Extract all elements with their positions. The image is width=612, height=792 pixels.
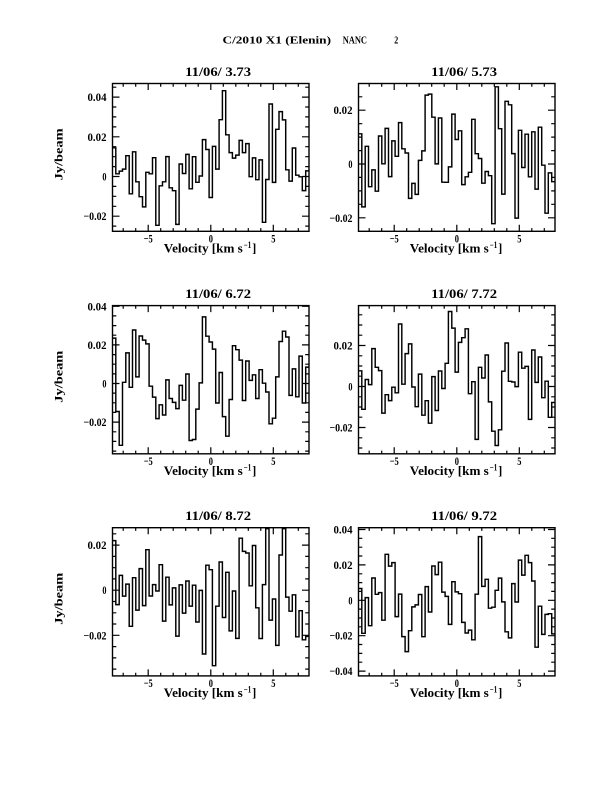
svg-text:]: ]: [498, 686, 502, 700]
svg-text:Velocity [km s: Velocity [km s: [410, 464, 489, 478]
svg-text:Jy/beam: Jy/beam: [54, 128, 66, 181]
svg-text:5: 5: [271, 234, 275, 246]
svg-text:Velocity [km s: Velocity [km s: [164, 464, 243, 478]
svg-text:Jy/beam: Jy/beam: [54, 572, 66, 625]
svg-text:0: 0: [348, 159, 352, 171]
svg-text:−5: −5: [144, 456, 153, 468]
svg-text:0: 0: [209, 456, 213, 468]
svg-text:0: 0: [102, 379, 106, 391]
svg-text:]: ]: [252, 464, 256, 478]
svg-text:11/06/ 9.72: 11/06/ 9.72: [431, 509, 497, 523]
svg-text:−1: −1: [244, 240, 252, 250]
svg-text:0.02: 0.02: [334, 341, 353, 353]
svg-text:Velocity [km s: Velocity [km s: [410, 686, 489, 700]
svg-text:−0.02: −0.02: [330, 423, 353, 435]
svg-text:5: 5: [517, 678, 521, 690]
svg-text:0: 0: [348, 595, 352, 607]
svg-text:0.02: 0.02: [88, 132, 107, 144]
svg-text:0: 0: [102, 585, 106, 597]
svg-text:0: 0: [102, 172, 106, 184]
svg-text:0.04: 0.04: [334, 525, 353, 537]
svg-text:NANC: NANC: [343, 34, 367, 46]
svg-text:−5: −5: [144, 678, 153, 690]
svg-text:2: 2: [394, 34, 398, 46]
svg-text:−0.02: −0.02: [84, 211, 107, 223]
svg-text:5: 5: [517, 234, 521, 246]
svg-text:−0.02: −0.02: [330, 631, 353, 643]
svg-text:]: ]: [498, 464, 502, 478]
svg-text:0: 0: [209, 678, 213, 690]
svg-text:−0.04: −0.04: [330, 666, 353, 678]
svg-text:−0.02: −0.02: [84, 417, 107, 429]
svg-text:0.04: 0.04: [88, 301, 107, 313]
svg-text:11/06/ 6.72: 11/06/ 6.72: [185, 287, 251, 301]
svg-text:11/06/ 7.72: 11/06/ 7.72: [431, 287, 497, 301]
svg-text:−1: −1: [490, 463, 498, 473]
svg-text:−5: −5: [390, 678, 399, 690]
svg-text:]: ]: [252, 686, 256, 700]
svg-text:C/2010 X1 (Elenin): C/2010 X1 (Elenin): [223, 34, 332, 46]
svg-text:−1: −1: [244, 685, 252, 695]
svg-text:11/06/ 5.73: 11/06/ 5.73: [431, 65, 497, 79]
svg-text:0: 0: [455, 456, 459, 468]
svg-text:0: 0: [455, 678, 459, 690]
svg-text:Velocity [km s: Velocity [km s: [410, 242, 489, 256]
svg-text:−1: −1: [490, 685, 498, 695]
svg-text:−1: −1: [244, 463, 252, 473]
svg-text:−5: −5: [390, 456, 399, 468]
svg-text:−5: −5: [390, 234, 399, 246]
svg-text:Velocity [km s: Velocity [km s: [164, 242, 243, 256]
svg-text:11/06/ 3.73: 11/06/ 3.73: [185, 65, 251, 79]
svg-text:0.04: 0.04: [88, 92, 107, 104]
svg-text:−1: −1: [490, 240, 498, 250]
svg-text:0: 0: [348, 382, 352, 394]
svg-text:]: ]: [252, 242, 256, 256]
svg-text:5: 5: [271, 678, 275, 690]
svg-text:−5: −5: [144, 234, 153, 246]
svg-text:−0.02: −0.02: [330, 213, 353, 225]
svg-text:5: 5: [517, 456, 521, 468]
svg-text:Velocity [km s: Velocity [km s: [164, 686, 243, 700]
svg-text:−0.02: −0.02: [84, 630, 107, 642]
svg-text:0.02: 0.02: [88, 540, 107, 552]
svg-text:0: 0: [209, 234, 213, 246]
svg-text:]: ]: [498, 242, 502, 256]
svg-text:0.02: 0.02: [334, 560, 353, 572]
svg-text:0.02: 0.02: [88, 340, 107, 352]
svg-text:0: 0: [455, 234, 459, 246]
svg-text:11/06/ 8.72: 11/06/ 8.72: [185, 509, 251, 523]
svg-text:5: 5: [271, 456, 275, 468]
svg-text:Jy/beam: Jy/beam: [54, 350, 66, 403]
svg-text:0.02: 0.02: [334, 105, 353, 117]
